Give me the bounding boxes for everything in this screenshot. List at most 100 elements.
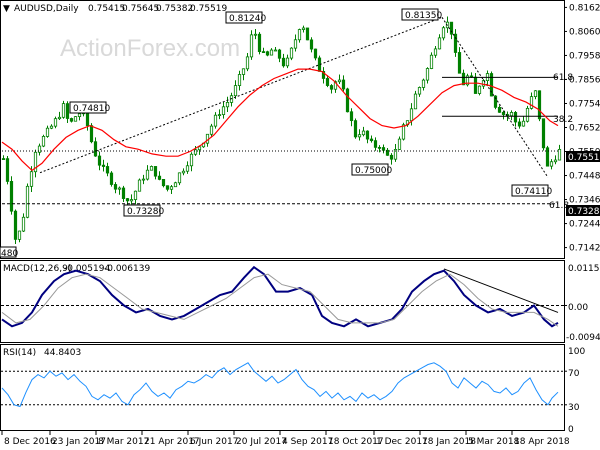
svg-text:0.74810: 0.74810 (73, 104, 110, 114)
candle-body (357, 134, 362, 138)
candle-body (257, 33, 262, 53)
candle-body (553, 159, 558, 163)
candle-body (157, 175, 162, 180)
price-header-triangle: ▼ (3, 4, 10, 14)
candle-body (461, 72, 466, 86)
x-tick-label: 8 Mar 2017 (98, 437, 149, 447)
rsi-line (1, 362, 559, 408)
macd-header: MACD(12,26,9) -0.005194 -0.006139 (3, 264, 150, 274)
candle-body (529, 96, 534, 109)
x-tick-label: 23 Jan 2017 (52, 437, 106, 447)
candle-body (337, 79, 342, 83)
rsi-tick-70: 70 (568, 369, 580, 379)
candle-body (549, 161, 554, 167)
candle-body (89, 125, 94, 143)
svg-text:0.74110: 0.74110 (515, 187, 552, 197)
candle-body (13, 210, 18, 240)
candle-body (281, 57, 286, 67)
candle-body (417, 87, 422, 95)
candle-body (177, 172, 182, 184)
candle-body (441, 27, 446, 39)
level-price-marker: 0.73280 (566, 205, 600, 217)
candle-body (393, 149, 398, 160)
macd-y-axis: 0.01159 0.00 -0.009406 (566, 264, 600, 343)
candle-body (409, 108, 414, 122)
peak-label-2: 0.81350 (401, 8, 442, 21)
fib-label-1: 61.8 (553, 73, 573, 83)
candle-body (517, 121, 522, 127)
rsi-tick-0: 0 (568, 425, 574, 435)
price-trendline (441, 17, 549, 178)
candle-body (545, 147, 550, 167)
candle-body (25, 185, 30, 218)
moving-average-line (1, 68, 559, 172)
fib-label-3: 61.8 (549, 201, 569, 211)
candle-body (501, 111, 506, 115)
candle-body (189, 153, 194, 167)
price-header-open: 0.75415 (88, 4, 125, 14)
candle-body (381, 147, 386, 151)
candle-body (273, 49, 278, 52)
candle-body (465, 75, 470, 86)
candle-body (1, 158, 6, 160)
price-header-high: 0.75645 (122, 4, 159, 14)
macd-plot (1, 265, 567, 328)
rsi-panel-frame (0, 344, 565, 431)
candle-body (525, 107, 530, 122)
candle-body (309, 39, 314, 50)
candle-body (421, 79, 426, 88)
candle-body (125, 198, 130, 202)
x-tick-label: 21 Apr 2017 (144, 437, 200, 447)
candle-body (341, 79, 346, 90)
macd-header-value: -0.005194 (64, 264, 110, 274)
candle-body (301, 27, 306, 30)
candle-body (45, 127, 50, 137)
candle-body (5, 158, 10, 182)
current-price-marker: 0.75519 (566, 151, 600, 163)
candle-body (477, 85, 482, 94)
macd-trendline (443, 268, 559, 313)
candle-body (429, 54, 434, 69)
candle-body (253, 33, 258, 36)
candle-body (433, 48, 438, 56)
rsi-tick-30: 30 (568, 403, 580, 413)
candle-body (17, 230, 22, 240)
candle-body (425, 68, 430, 81)
svg-text:480: 480 (1, 249, 18, 259)
macd-line (1, 265, 559, 328)
x-tick-label: 18 Oct 2017 (328, 437, 384, 447)
candle-body (521, 120, 526, 127)
candle-body (117, 187, 122, 190)
price-panel-frame (0, 0, 565, 259)
candle-body (233, 85, 238, 97)
x-tick-label: 20 Jul 2017 (236, 437, 287, 447)
candle-body (457, 52, 462, 74)
candle-body (137, 179, 142, 192)
macd-header-title: MACD(12,26,9) (3, 264, 71, 274)
candle-body (105, 166, 110, 174)
trough-label-3: 0.73280 (123, 204, 164, 217)
candle-body (293, 39, 298, 49)
candle-body (217, 114, 222, 117)
rsi-header-title: RSI(14) (3, 348, 36, 358)
candle-body (365, 130, 370, 140)
candle-body (53, 118, 58, 127)
candle-body (141, 178, 146, 181)
candle-body (533, 90, 538, 98)
candle-body (49, 125, 54, 129)
candle-body (21, 216, 26, 232)
price-header: ▼ AUDUSD,Daily 0.75415 0.75645 0.75382 0… (3, 4, 227, 14)
x-tick-label: 6 Jun 2017 (190, 437, 238, 447)
level-price-label: 0.73280 (568, 207, 600, 217)
candle-body (37, 145, 42, 153)
candle-body (349, 111, 354, 122)
candle-body (85, 112, 90, 127)
price-overlays (1, 16, 559, 205)
